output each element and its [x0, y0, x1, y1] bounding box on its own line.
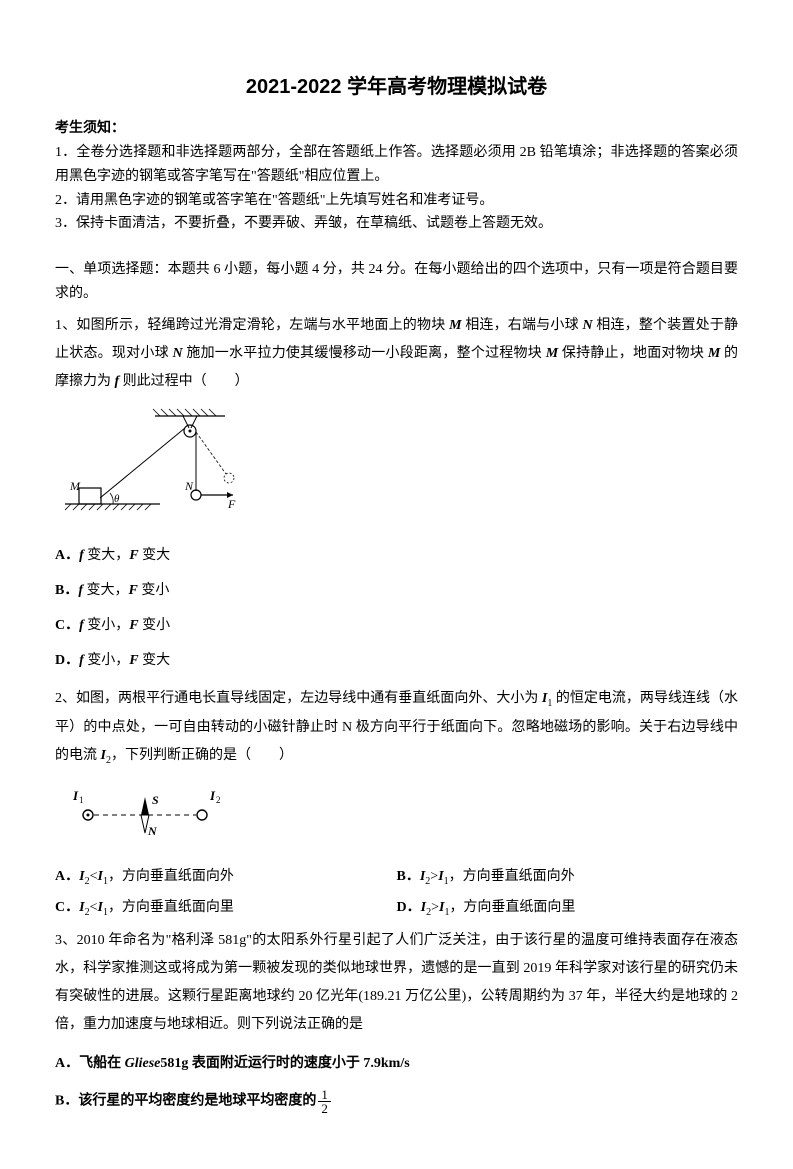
q1-option-d: D．f 变小，F 变大: [55, 650, 738, 671]
opt-text: 变大，: [83, 583, 129, 598]
opt-label: B．该行星的平均密度约是地球平均密度的: [55, 1094, 316, 1109]
q1-var-m3: M: [708, 346, 720, 361]
q1-var-n1: N: [582, 318, 592, 333]
instructions-header: 考生须知：: [55, 117, 738, 137]
opt-text: 变大: [139, 548, 171, 563]
q1-var-m2: M: [546, 346, 558, 361]
opt-gliese: Gliese: [125, 1056, 161, 1071]
q1-var-n2: N: [173, 346, 183, 361]
q2-option-d: D．I2>I1，方向垂直纸面向里: [397, 896, 739, 921]
opt-text: ，方向垂直纸面向里: [108, 900, 234, 915]
page-title: 2021-2022 学年高考物理模拟试卷: [55, 70, 738, 99]
figure-2: I 1 I 2 S N: [65, 780, 738, 855]
opt-label: A．飞船在: [55, 1056, 125, 1071]
frac-den: 2: [318, 1102, 331, 1115]
svg-text:F: F: [227, 497, 236, 511]
opt-var: F: [129, 548, 138, 563]
figure-1: M θ N F: [65, 406, 738, 531]
svg-text:1: 1: [79, 795, 84, 805]
svg-text:I: I: [209, 788, 216, 803]
opt-text: 变小，: [84, 618, 130, 633]
q2-option-row-2: C．I2<I1，方向垂直纸面向里 D．I2>I1，方向垂直纸面向里: [55, 896, 738, 921]
svg-text:N: N: [147, 824, 158, 838]
opt-text: ，方向垂直纸面向里: [449, 900, 575, 915]
q1-text-1: 1、如图所示，轻绳跨过光滑定滑轮，左端与水平地面上的物块: [55, 318, 449, 333]
q1-option-c: C．f 变小，F 变小: [55, 615, 738, 636]
opt-label: C．: [55, 618, 79, 633]
instruction-2: 2．请用黑色字迹的钢笔或答字笔在"答题纸"上先填写姓名和准考证号。: [55, 189, 738, 213]
q3-option-b: B．该行星的平均密度约是地球平均密度的12: [55, 1088, 738, 1115]
svg-text:I: I: [72, 788, 79, 803]
q1-option-b: B．f 变大，F 变小: [55, 580, 738, 601]
opt-label: D．: [55, 653, 79, 668]
fraction-icon: 12: [318, 1088, 331, 1115]
svg-text:N: N: [184, 479, 194, 493]
instruction-1: 1．全卷分选择题和非选择题两部分，全部在答题纸上作答。选择题必须用 2B 铅笔填…: [55, 141, 738, 189]
opt-var: F: [129, 583, 138, 598]
q3-option-a: A．飞船在 Gliese581g 表面附近运行时的速度小于 7.9km/s: [55, 1053, 738, 1074]
opt-text: 表面附近运行时的速度小于 7.9km/s: [188, 1056, 409, 1071]
q1-option-a: A．f 变大，F 变大: [55, 545, 738, 566]
opt-label: B．: [55, 583, 78, 598]
q1-text-5: 保持静止，地面对物块: [558, 346, 708, 361]
q1-text-7: 则此过程中（ ）: [119, 374, 249, 389]
frac-num: 1: [318, 1088, 331, 1102]
svg-text:2: 2: [216, 795, 220, 805]
q1-text-2: 相连，右端与小球: [462, 318, 583, 333]
opt-num: 581g: [160, 1056, 188, 1071]
svg-text:θ: θ: [114, 493, 120, 505]
question-3: 3、2010 年命名为"格利泽 581g"的太阳系外行星引起了人们广泛关注，由于…: [55, 927, 738, 1039]
opt-var: F: [129, 653, 138, 668]
opt-text: 变小: [138, 583, 170, 598]
opt-label: A．: [55, 869, 79, 884]
opt-op: >: [431, 900, 439, 915]
q2-option-c: C．I2<I1，方向垂直纸面向里: [55, 896, 397, 921]
opt-label: C．: [55, 900, 79, 915]
q2-option-b: B．I2>I1，方向垂直纸面向外: [397, 865, 739, 890]
compass-diagram-icon: I 1 I 2 S N: [70, 780, 220, 850]
q2-text-3: ，下列判断正确的是（ ）: [111, 748, 293, 763]
opt-label: A．: [55, 548, 79, 563]
q2-text-1: 2、如图，两根平行通电长直导线固定，左边导线中通有垂直纸面向外、大小为: [55, 691, 542, 706]
opt-label: D．: [397, 900, 421, 915]
opt-text: ，方向垂直纸面向外: [108, 869, 234, 884]
opt-text: 变小: [139, 618, 171, 633]
opt-text: 变大，: [84, 548, 130, 563]
question-1: 1、如图所示，轻绳跨过光滑定滑轮，左端与水平地面上的物块 M 相连，右端与小球 …: [55, 312, 738, 396]
q2-option-a: A．I2<I1，方向垂直纸面向外: [55, 865, 397, 890]
opt-text: 变大: [139, 653, 171, 668]
q1-text-4: 施加一水平拉力使其缓慢移动一小段距离，整个过程物块: [183, 346, 546, 361]
q2-option-row-1: A．I2<I1，方向垂直纸面向外 B．I2>I1，方向垂直纸面向外: [55, 865, 738, 890]
svg-text:M: M: [69, 479, 81, 493]
opt-text: 变小，: [84, 653, 130, 668]
section-intro: 一、单项选择题：本题共 6 小题，每小题 4 分，共 24 分。在每小题给出的四…: [55, 258, 738, 306]
question-2: 2、如图，两根平行通电长直导线固定，左边导线中通有垂直纸面向外、大小为 I1 的…: [55, 685, 738, 771]
opt-var: F: [129, 618, 138, 633]
svg-text:S: S: [152, 793, 159, 807]
opt-label: B．: [397, 869, 420, 884]
pulley-diagram-icon: M θ N F: [65, 406, 275, 526]
instruction-3: 3．保持卡面清洁，不要折叠，不要弄破、弄皱，在草稿纸、试题卷上答题无效。: [55, 212, 738, 236]
opt-text: ，方向垂直纸面向外: [449, 869, 575, 884]
q1-var-m1: M: [449, 318, 461, 333]
